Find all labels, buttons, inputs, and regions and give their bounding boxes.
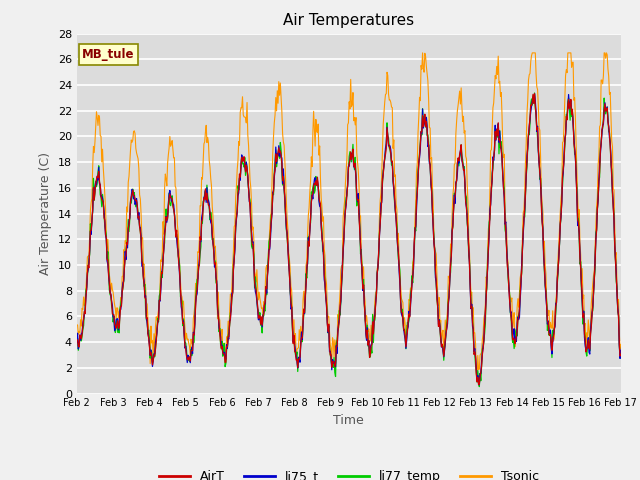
Legend: AirT, li75_t, li77_temp, Tsonic: AirT, li75_t, li77_temp, Tsonic: [154, 465, 544, 480]
Text: MB_tule: MB_tule: [82, 48, 135, 61]
Y-axis label: Air Temperature (C): Air Temperature (C): [39, 152, 52, 275]
Title: Air Temperatures: Air Temperatures: [284, 13, 414, 28]
X-axis label: Time: Time: [333, 414, 364, 427]
